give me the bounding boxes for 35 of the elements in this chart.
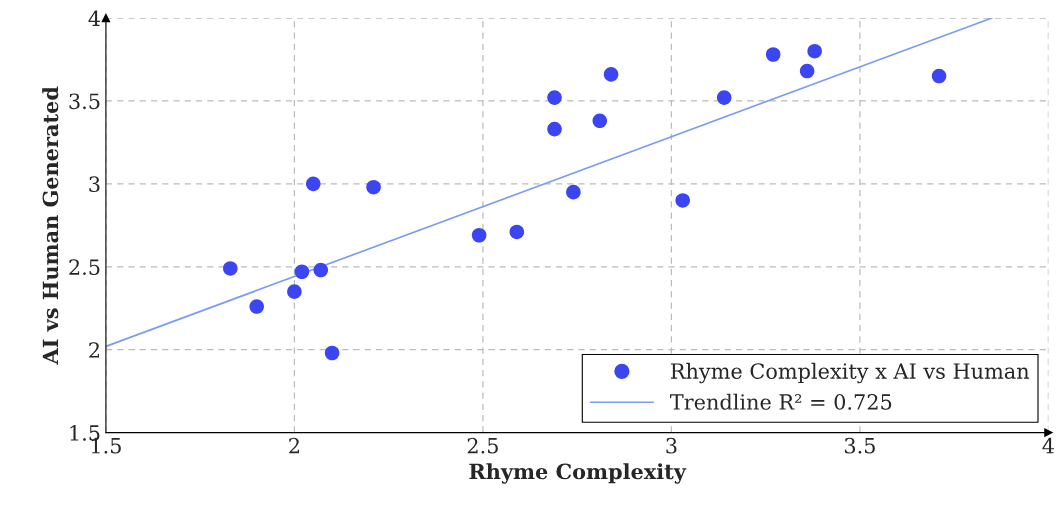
point xyxy=(931,68,947,84)
x-tick-label: 4 xyxy=(1042,437,1054,454)
point xyxy=(566,184,581,200)
point xyxy=(324,345,340,361)
point xyxy=(603,67,619,82)
point xyxy=(547,121,562,137)
point xyxy=(799,63,815,79)
point xyxy=(807,43,822,59)
x-tick-label: 3 xyxy=(666,437,677,454)
x-axis-title: Rhyme Complexity xyxy=(469,463,687,484)
point xyxy=(765,47,781,62)
point xyxy=(509,224,525,240)
point xyxy=(313,262,329,278)
point xyxy=(675,193,690,208)
point xyxy=(223,261,238,276)
x-tick-label: 2.5 xyxy=(467,437,498,454)
y-tick-label: 3.5 xyxy=(69,93,100,110)
y-tick-label: 2.5 xyxy=(69,259,100,275)
point xyxy=(294,264,310,280)
y-tick-label: 3 xyxy=(89,176,100,193)
point xyxy=(305,176,321,192)
point xyxy=(249,299,264,314)
point xyxy=(366,179,381,195)
y-tick-label: 2 xyxy=(89,342,99,358)
legend-label: Trendline R² = 0.725 xyxy=(670,393,892,410)
point xyxy=(592,113,608,129)
point xyxy=(547,90,562,105)
y-axis-title: AI vs Human Generated xyxy=(42,86,59,365)
point xyxy=(716,90,732,105)
x-tick-label: 3.5 xyxy=(844,437,875,454)
y-tick-label: 4 xyxy=(88,10,100,26)
x-tick-label: 2 xyxy=(289,437,299,454)
point xyxy=(287,284,302,299)
legend-label: Rhyme Complexity x AI vs Human xyxy=(670,362,1030,384)
point xyxy=(471,227,487,243)
